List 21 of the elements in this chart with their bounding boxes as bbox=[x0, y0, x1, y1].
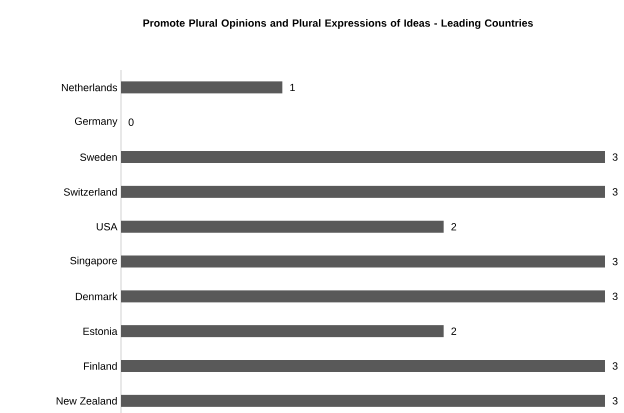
data-label: 3 bbox=[612, 258, 618, 266]
data-label: 1 bbox=[290, 84, 295, 92]
data-label: 3 bbox=[612, 397, 618, 405]
data-label: 3 bbox=[612, 153, 618, 161]
data-label: 3 bbox=[612, 188, 618, 196]
y-tick-label: Switzerland bbox=[64, 188, 117, 196]
y-tick-label: Netherlands bbox=[62, 84, 118, 92]
y-tick-label: Germany bbox=[74, 118, 118, 127]
y-tick-label: Sweden bbox=[80, 153, 117, 161]
y-tick-label: Finland bbox=[84, 362, 117, 370]
y-tick-label: Singapore bbox=[70, 256, 117, 266]
y-tick-label: Denmark bbox=[76, 292, 118, 300]
data-label: 0 bbox=[128, 118, 134, 126]
data-label: 3 bbox=[612, 292, 618, 300]
data-label: 3 bbox=[612, 362, 618, 370]
y-tick-label: New Zealand bbox=[56, 396, 117, 405]
data-label: 2 bbox=[451, 223, 456, 230]
chart-title: Promote Plural Opinions and Plural Expressions of Ideas - Leading Countries bbox=[143, 19, 533, 29]
data-label: 2 bbox=[451, 328, 456, 335]
y-tick-label: USA bbox=[96, 223, 118, 230]
y-tick-label: Estonia bbox=[83, 327, 118, 336]
